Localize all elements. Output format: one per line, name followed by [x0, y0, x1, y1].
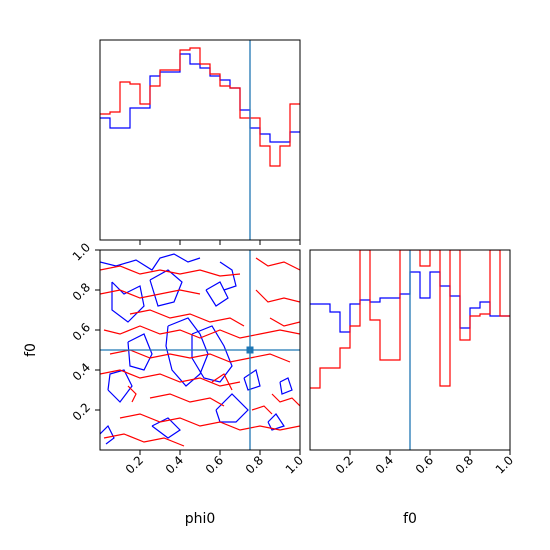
contour-series-1-level-1: [100, 253, 201, 271]
contour-series-1-level-9: [205, 281, 229, 307]
histogram-phi0-panel: [99, 39, 301, 245]
contour-series-1-level-11: [151, 417, 181, 439]
xlabel-phi0: phi0: [185, 511, 216, 527]
contour-xtick-label-2: 0.4: [163, 453, 186, 476]
histogram-phi0-series-2: [100, 47, 300, 167]
ylabel-f0: f0: [23, 343, 39, 357]
histogram-f0-frame: [309, 249, 511, 451]
contour-series-2-level-14: [251, 405, 273, 415]
contour-series-2-level-7: [149, 393, 225, 407]
contour-series-2-level-9: [103, 433, 185, 447]
histogram-phi0-series-1: [100, 53, 300, 143]
contour-xtick-label-3: 0.6: [203, 453, 226, 476]
contour-ytick-label-2: 0.4: [70, 360, 93, 383]
histogram-f0-xtick-label-3: 0.6: [413, 453, 436, 476]
histogram-f0-series-2: [310, 250, 510, 389]
contour-series-1-level-13: [267, 413, 285, 431]
contour-series-1-level-2: [111, 281, 145, 323]
contour-series-2-level-1: [100, 265, 241, 277]
contour-series-1-level-12: [279, 377, 293, 395]
contour-ytick-label-4: 0.8: [70, 280, 93, 303]
contour-series-2-level-16: [211, 373, 233, 391]
contour-series-2-level-5: [109, 349, 291, 363]
contour-series-1-level-6: [127, 333, 153, 371]
contour-ytick-label-1: 0.2: [70, 400, 93, 423]
contour-phi0-f0-panel: 0.2 0.4 0.6 0.8 1.0 0.2 0.4 0.6 0.8 1.0: [70, 240, 306, 476]
contour-xtick-label-1: 0.2: [123, 453, 146, 476]
contour-series-1-level-7: [107, 369, 133, 403]
contour-series-2-level-4: [103, 325, 300, 339]
contour-series-1-level-14: [100, 424, 115, 445]
xlabel-f0: f0: [403, 511, 417, 527]
contour-series-1-level-8: [215, 393, 249, 423]
histogram-f0-xtick-label-5: 1.0: [493, 453, 516, 476]
contour-series-1-level-4: [165, 317, 209, 387]
contour-series-2-level-12: [269, 317, 300, 327]
contour-series-1-level-3: [149, 269, 183, 307]
contour-series-1-level-15: [219, 261, 237, 291]
histogram-f0-xtick-label-2: 0.4: [373, 453, 396, 476]
contour-series-1-level-5: [191, 325, 233, 383]
contour-series-2-level-10: [255, 257, 300, 271]
contour-series-2-level-2: [100, 289, 201, 299]
contour-series-2-level-3: [129, 309, 245, 327]
histogram-f0-xtick-label-1: 0.2: [333, 453, 356, 476]
contour-series-2-level-8: [119, 413, 300, 431]
contour-xtick-label-5: 1.0: [283, 453, 306, 476]
contour-xtick-label-4: 0.8: [243, 453, 266, 476]
contour-series-1-level-10: [243, 369, 261, 391]
contour-series-2-level-11: [255, 289, 300, 303]
contour-ytick-label-3: 0.6: [70, 320, 93, 343]
contour-series-2-level-15: [127, 385, 137, 403]
histogram-f0-xtick-label-4: 0.8: [453, 453, 476, 476]
contour-ytick-label-5: 1.0: [70, 240, 93, 263]
contour-series-2-level-6: [100, 369, 241, 387]
contour-series-2-level-13: [271, 393, 300, 407]
histogram-phi0-frame: [99, 39, 301, 241]
histogram-f0-panel: 0.2 0.4 0.6 0.8 1.0: [309, 249, 516, 477]
truth-marker: [246, 346, 254, 354]
contour-frame: [99, 249, 301, 451]
